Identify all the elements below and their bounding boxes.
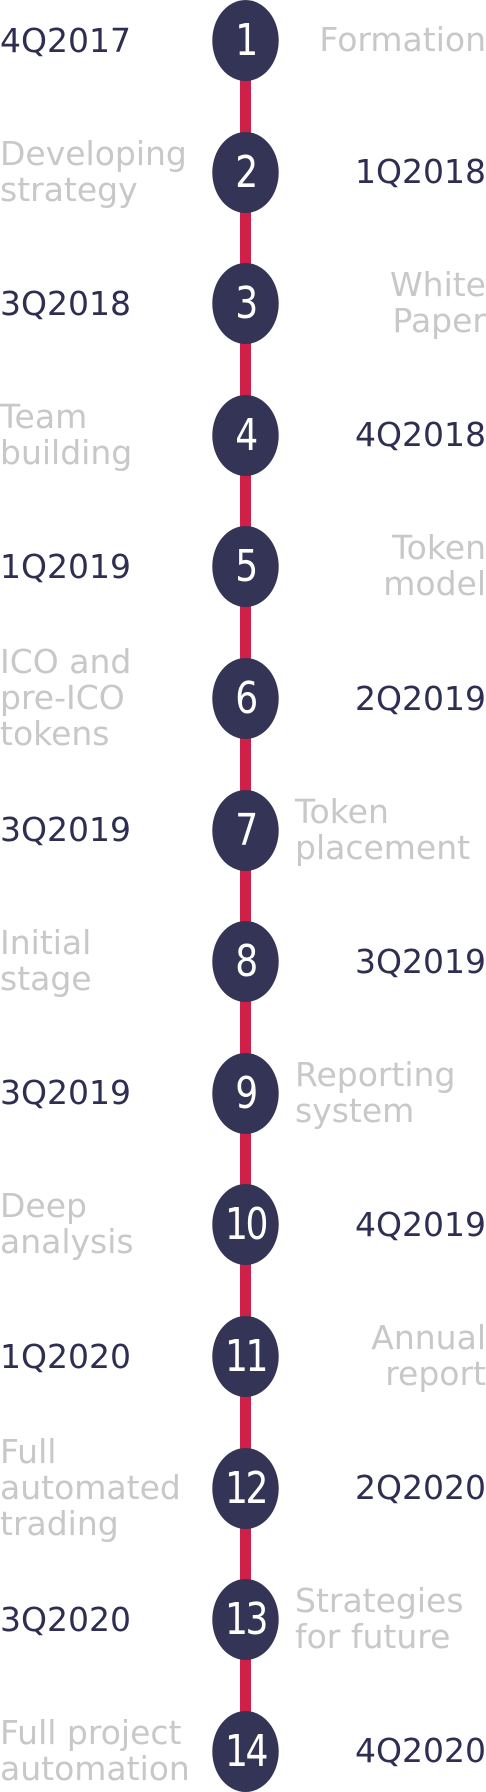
milestone-title-line: Deep <box>0 1186 87 1226</box>
timeline-spine <box>240 40 251 1752</box>
milestone-title-line: building <box>0 432 133 472</box>
milestone-title-line: Strategies <box>295 1581 464 1621</box>
milestone-title-line: tokens <box>0 714 110 753</box>
milestone-title-line: stage <box>0 959 92 999</box>
milestone-title-line: model <box>383 564 486 604</box>
milestone-number-circle: 5 <box>212 526 279 608</box>
milestone-number-circle: 11 <box>212 1316 279 1397</box>
milestone-title-line: report <box>385 1354 486 1393</box>
milestone-number-circle: 7 <box>212 789 279 871</box>
milestone-title-line: automated <box>0 1467 181 1507</box>
milestone-title-line: automation <box>0 1748 190 1788</box>
milestone-number-circle: 4 <box>212 394 279 476</box>
milestone-title-line: pre-ICO <box>0 678 125 717</box>
milestone-title-line: placement <box>295 827 471 867</box>
milestone-number-circle: 13 <box>212 1579 279 1661</box>
milestone-number-circle: 12 <box>212 1447 279 1529</box>
milestone-title-line: Developing <box>0 133 187 173</box>
milestone-title-line: trading <box>0 1503 119 1543</box>
milestone-number-circle: 3 <box>212 263 279 345</box>
milestone-title-line: White <box>390 265 486 305</box>
milestone-number-circle: 9 <box>212 1052 279 1134</box>
milestone-title-line: ICO and <box>0 642 132 681</box>
milestone-title-line: Annual <box>371 1318 486 1357</box>
milestone-title-line: system <box>295 1090 415 1130</box>
milestone-title-line: Reporting <box>295 1054 456 1094</box>
milestone-title-line: analysis <box>0 1222 134 1262</box>
milestone-title-line: Paper <box>392 301 486 341</box>
milestone-title-line: Team <box>0 396 88 436</box>
milestone-number-circle: 1 <box>212 0 279 81</box>
milestone-title-line: strategy <box>0 169 138 209</box>
milestone-title-line: for future <box>295 1617 451 1657</box>
milestone-title-line: Token <box>295 791 389 831</box>
milestone-title-line: Full <box>0 1431 57 1471</box>
milestone-title-line: Formation <box>319 20 486 59</box>
milestone-number-circle: 8 <box>212 921 279 1003</box>
milestone-number-circle: 14 <box>212 1710 279 1792</box>
milestone-title-line: Full project <box>0 1712 182 1752</box>
milestone-title-line: Token <box>392 528 486 568</box>
milestone-number-circle: 10 <box>212 1184 279 1266</box>
milestone-title-line: Initial <box>0 923 92 963</box>
milestone-number-circle: 2 <box>212 131 279 213</box>
milestone-number-circle: 6 <box>212 658 279 739</box>
